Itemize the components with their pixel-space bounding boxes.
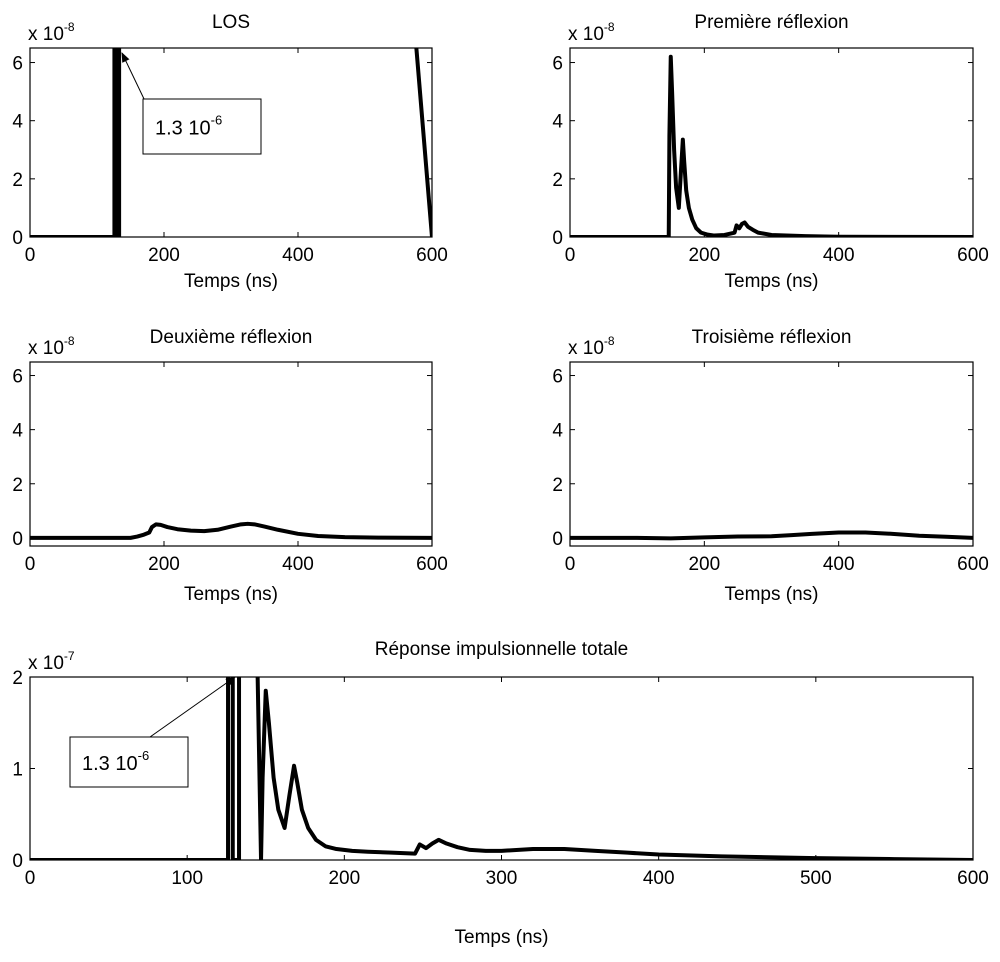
- x-tick-label: 200: [688, 245, 720, 266]
- y-tick-label: 4: [12, 421, 23, 442]
- y-tick-label: 0: [12, 529, 23, 550]
- x-tick-label: 400: [643, 868, 675, 889]
- y-tick-label: 4: [552, 112, 563, 133]
- annotation-box: [142, 98, 262, 155]
- axes-frame: [29, 361, 433, 547]
- annotation-arrow: [149, 676, 236, 738]
- axes-frame: [569, 361, 974, 547]
- y-tick-label: 2: [552, 170, 563, 191]
- chart-title: Première réflexion: [694, 12, 848, 33]
- chart-1: 0 200 400 600 0 2 4 6x 10-8 Première réflexion Te…: [552, 12, 988, 292]
- chart-4: 0 100 200 300 400 500 600 0 1 2x 10-7 Réponse impu…: [12, 639, 989, 948]
- y-multiplier-label: x 10-7: [28, 649, 75, 674]
- x-tick-label: 200: [688, 554, 720, 575]
- chart-title: Troisième réflexion: [692, 327, 852, 348]
- x-tick-label: 400: [823, 554, 855, 575]
- x-axis-label: Temps (ns): [725, 584, 819, 605]
- series-line-0: [570, 54, 973, 237]
- x-tick-label: 0: [565, 554, 576, 575]
- x-tick-label: 400: [282, 554, 314, 575]
- series-line-0: [570, 530, 973, 541]
- axes-frame: [569, 47, 974, 238]
- x-tick-label: 400: [282, 245, 314, 266]
- x-tick-label: 600: [416, 554, 448, 575]
- x-tick-label: 0: [25, 245, 36, 266]
- series-line-0: [30, 521, 432, 540]
- y-multiplier-label: x 10-8: [568, 20, 615, 45]
- x-tick-label: 600: [957, 868, 989, 889]
- y-multiplier-label: x 10-8: [28, 334, 75, 359]
- y-tick-label: 4: [552, 421, 563, 442]
- x-axis-label: Temps (ns): [725, 271, 819, 292]
- y-tick-label: 2: [12, 668, 23, 689]
- y-tick-label: 2: [12, 475, 23, 496]
- x-tick-label: 200: [148, 245, 180, 266]
- series-line-0: [30, 677, 973, 860]
- chart-title: Réponse impulsionnelle totale: [375, 639, 629, 660]
- chart-2: 0 200 400 600 0 2 4 6x 10-8 Deuxième réflexion Te…: [12, 327, 447, 605]
- y-multiplier-label: x 10-8: [568, 334, 615, 359]
- x-axis-label: Temps (ns): [184, 584, 278, 605]
- y-tick-label: 2: [552, 475, 563, 496]
- x-tick-label: 600: [957, 245, 989, 266]
- annotation-label: 1.3 10-6: [155, 113, 222, 140]
- y-tick-label: 6: [552, 54, 563, 75]
- chart-title: Deuxième réflexion: [150, 327, 313, 348]
- y-tick-label: 6: [12, 54, 23, 75]
- x-tick-label: 100: [171, 868, 203, 889]
- y-tick-label: 0: [12, 851, 23, 872]
- chart-title: LOS: [212, 12, 250, 33]
- y-multiplier-label: x 10-8: [28, 20, 75, 45]
- x-tick-label: 300: [486, 868, 518, 889]
- annotation-arrow: [121, 52, 146, 102]
- x-tick-label: 200: [328, 868, 360, 889]
- x-tick-label: 600: [957, 554, 989, 575]
- x-tick-label: 400: [823, 245, 855, 266]
- axes-frame: [29, 47, 433, 238]
- y-tick-label: 6: [552, 367, 563, 388]
- y-tick-label: 1: [12, 760, 23, 781]
- y-tick-label: 0: [12, 228, 23, 249]
- x-tick-label: 500: [800, 868, 832, 889]
- y-tick-label: 0: [552, 529, 563, 550]
- y-tick-label: 4: [12, 112, 23, 133]
- y-tick-label: 0: [552, 228, 563, 249]
- x-tick-label: 200: [148, 554, 180, 575]
- y-tick-label: 6: [12, 367, 23, 388]
- annotation-label: 1.3 10-6: [82, 748, 149, 775]
- x-axis-label: Temps (ns): [184, 271, 278, 292]
- x-tick-label: 0: [25, 554, 36, 575]
- x-axis-label: Temps (ns): [455, 927, 549, 948]
- chart-3: 0 200 400 600 0 2 4 6x 10-8 Troisième réflexion T…: [552, 327, 988, 605]
- x-tick-label: 600: [416, 245, 448, 266]
- chart-0: 0 200 400 600 0 2 4 6x 10-8 LOS Temps (ns) 1.3 10-…: [12, 12, 448, 292]
- annotation-box: [69, 736, 189, 788]
- x-tick-label: 0: [25, 868, 36, 889]
- y-tick-label: 2: [12, 170, 23, 191]
- x-tick-label: 0: [565, 245, 576, 266]
